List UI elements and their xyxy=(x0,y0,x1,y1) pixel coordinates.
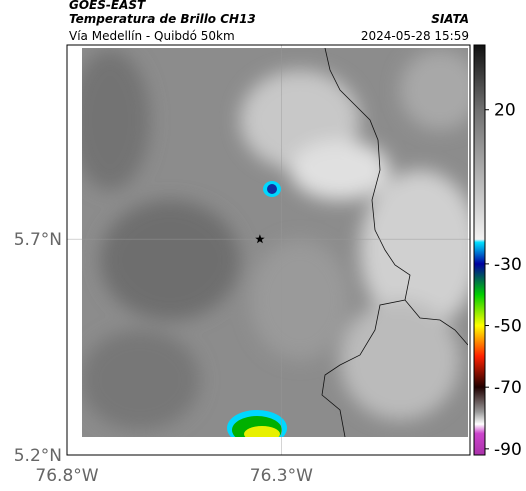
x-tick-label: 76.8°W xyxy=(35,466,98,486)
satellite-image xyxy=(82,48,468,437)
subtitle: Vía Medellín - Quibdó 50km xyxy=(69,29,235,43)
colorbar-tick-label: -50 xyxy=(494,317,522,337)
title: Temperatura de Brillo CH13 xyxy=(69,12,256,26)
colorbar xyxy=(473,44,486,456)
source: GOES-EAST xyxy=(69,0,146,12)
colorbar-tick-label: -70 xyxy=(494,378,522,398)
colorbar-tick-label: 20 xyxy=(494,101,516,121)
colorbar-tick-label: -30 xyxy=(494,255,522,275)
map-frame xyxy=(66,44,471,456)
y-tick-label: 5.7°N xyxy=(14,230,62,250)
timestamp: 2024-05-28 15:59 xyxy=(361,29,469,43)
colorbar-tick-label: -90 xyxy=(494,440,522,460)
x-tick-label: 76.3°W xyxy=(250,466,313,486)
credit: SIATA xyxy=(431,12,469,26)
y-tick-label: 5.2°N xyxy=(14,446,62,466)
station-marker xyxy=(255,234,265,244)
